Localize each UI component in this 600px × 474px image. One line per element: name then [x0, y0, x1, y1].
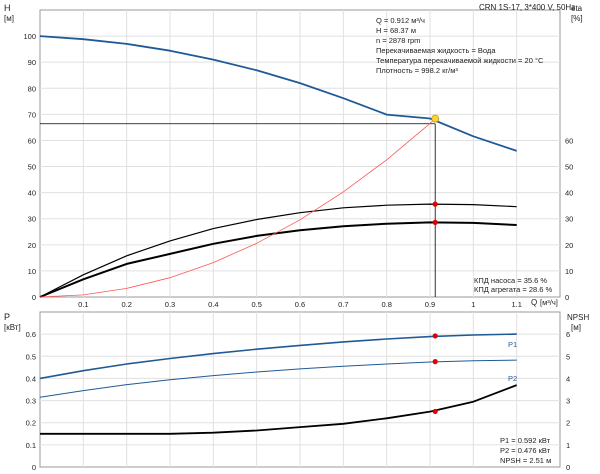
bottom-y-left-tick-labels: 0 0.1 0.2 0.3 0.4 0.5 0.6 — [26, 330, 36, 472]
bottom-y-right-axis-unit: [м] — [571, 323, 581, 332]
top-operating-point — [432, 201, 438, 207]
eff-pump-label: КПД насоса = 35.6 % — [474, 276, 547, 285]
p1-curve-label: P1 — [508, 340, 517, 349]
top-gridlines — [40, 10, 560, 297]
x-axis-unit-label: [м³/ч] — [540, 298, 558, 307]
p2-curve-label: P2 — [508, 374, 517, 383]
top-y-right-axis-unit: [%] — [571, 14, 583, 23]
series-system-line — [39, 118, 436, 298]
top-y-right-axis-name: eta — [571, 4, 583, 13]
bottom-chart-power-npsh: 0 0.1 0.2 0.3 0.4 0.5 0.6 0 1 2 3 4 5 6 P [кВт] NPSH… — [4, 311, 589, 472]
top-x-tick-label: 0.9 — [425, 300, 435, 309]
operating-point-crosshair — [40, 123, 436, 297]
info-density: Плотность = 998.2 кг/м³ — [376, 66, 458, 75]
info-p2: P2 = 0.476 кВт — [500, 446, 551, 455]
top-y-right-tick-label: 40 — [565, 189, 573, 198]
top-y-left-tick-label: 30 — [28, 215, 36, 224]
info-liquid: Перекачиваемая жидкость = Вода — [376, 46, 496, 55]
top-x-tick-label: 0.3 — [165, 300, 175, 309]
top-x-tick-label: 0.2 — [121, 300, 131, 309]
top-operating-point — [431, 114, 440, 123]
top-y-right-tick-labels: 0 10 20 30 40 50 60 — [565, 136, 573, 302]
top-x-tick-label: 0.8 — [381, 300, 391, 309]
top-x-tick-label: 0.7 — [338, 300, 348, 309]
bottom-y-left-tick-label: 0.2 — [26, 419, 36, 428]
top-y-left-tick-label: 40 — [28, 189, 36, 198]
x-axis-q-label: Q — [531, 298, 537, 307]
bottom-operating-point — [432, 359, 438, 365]
bottom-y-right-tick-label: 0 — [566, 463, 570, 472]
top-x-tick-label: 0.1 — [78, 300, 88, 309]
top-y-left-tick-label: 70 — [28, 110, 36, 119]
info-n: n = 2878 rpm — [376, 36, 420, 45]
top-y-left-tick-label: 10 — [28, 267, 36, 276]
top-y-left-tick-label: 60 — [28, 136, 36, 145]
top-y-left-axis-unit: [м] — [4, 14, 14, 23]
top-y-right-tick-label: 10 — [565, 267, 573, 276]
bottom-operating-point — [432, 408, 438, 415]
top-chart-qh: 0.1 0.2 0.3 0.4 0.5 0.6 0.7 0.8 0.9 1 1.1 0 10 20 30 4… — [4, 3, 583, 309]
top-y-left-tick-labels: 0 10 20 30 40 50 60 70 80 90 100 — [23, 32, 36, 302]
top-x-tick-label: 1.1 — [511, 300, 521, 309]
info-q: Q = 0.912 м³/ч — [376, 16, 425, 25]
bottom-y-right-axis-name: NPSH — [567, 313, 589, 322]
bottom-operating-point — [432, 333, 438, 339]
info-temperature: Температура перекачиваемой жидкости = 20… — [376, 56, 544, 65]
top-y-left-tick-label: 50 — [28, 163, 36, 172]
bottom-y-left-tick-label: 0.5 — [26, 352, 36, 361]
bottom-y-left-axis-unit: [кВт] — [4, 323, 21, 332]
bottom-y-right-tick-label: 6 — [566, 330, 570, 339]
bottom-y-right-tick-label: 5 — [566, 352, 570, 361]
top-y-left-tick-label: 80 — [28, 84, 36, 93]
top-y-right-tick-label: 0 — [565, 293, 569, 302]
chart-title: CRN 1S-17, 3*400 V, 50Hz — [479, 3, 575, 12]
top-y-right-tick-label: 50 — [565, 163, 573, 172]
bottom-y-right-tick-label: 4 — [566, 374, 570, 383]
top-y-right-tick-label: 20 — [565, 241, 573, 250]
bottom-y-right-tick-label: 3 — [566, 397, 570, 406]
info-p1: P1 = 0.592 кВт — [500, 436, 551, 445]
bottom-y-left-tick-label: 0.1 — [26, 441, 36, 450]
top-x-tick-labels: 0.1 0.2 0.3 0.4 0.5 0.6 0.7 0.8 0.9 1 1.1 — [78, 300, 522, 309]
bottom-y-left-axis-name: P — [4, 312, 10, 322]
bottom-gridlines — [40, 312, 560, 467]
bottom-y-left-tick-label: 0.3 — [26, 397, 36, 406]
top-y-left-tick-label: 20 — [28, 241, 36, 250]
top-x-tick-label: 1 — [471, 300, 475, 309]
info-npsh: NPSH = 2.51 м — [500, 456, 551, 465]
bottom-y-right-tick-labels: 0 1 2 3 4 5 6 — [566, 330, 570, 472]
top-y-right-tick-label: 30 — [565, 215, 573, 224]
eff-unit-label: КПД агрегата = 28.6 % — [474, 285, 552, 294]
bottom-y-left-tick-label: 0.6 — [26, 330, 36, 339]
top-x-tick-label: 0.6 — [295, 300, 305, 309]
top-y-left-tick-label: 100 — [23, 32, 36, 41]
top-y-right-tick-label: 60 — [565, 136, 573, 145]
bottom-y-right-tick-label: 2 — [566, 419, 570, 428]
bottom-y-right-tick-label: 1 — [566, 441, 570, 450]
info-h: H = 68.37 м — [376, 26, 416, 35]
top-y-left-axis-name: H — [4, 3, 11, 13]
top-y-left-tick-label: 0 — [32, 293, 36, 302]
top-operating-points — [431, 114, 440, 225]
top-y-left-tick-label: 90 — [28, 58, 36, 67]
top-x-tick-label: 0.5 — [251, 300, 261, 309]
bottom-y-left-tick-label: 0.4 — [26, 374, 36, 383]
bottom-y-left-tick-label: 0 — [32, 463, 36, 472]
top-x-tick-label: 0.4 — [208, 300, 218, 309]
top-operating-point — [432, 219, 438, 225]
bottom-operating-points — [432, 333, 438, 415]
